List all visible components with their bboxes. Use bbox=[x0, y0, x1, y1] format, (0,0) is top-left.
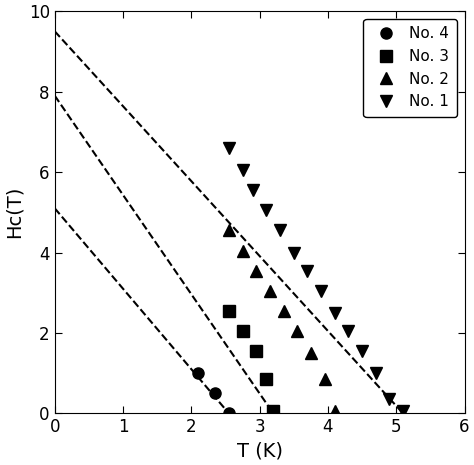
No. 1 bbox=[240, 167, 246, 173]
No. 1 bbox=[305, 268, 310, 273]
No. 3 bbox=[226, 308, 232, 313]
No. 2 bbox=[254, 268, 259, 273]
No. 1 bbox=[359, 348, 365, 354]
No. 3 bbox=[271, 409, 276, 414]
No. 1 bbox=[346, 328, 351, 334]
No. 1 bbox=[226, 145, 232, 151]
No. 2 bbox=[322, 377, 328, 382]
Y-axis label: Hc(T): Hc(T) bbox=[4, 186, 23, 239]
Legend: No. 4, No. 3, No. 2, No. 1: No. 4, No. 3, No. 2, No. 1 bbox=[364, 19, 457, 117]
No. 1 bbox=[277, 227, 283, 233]
No. 4 bbox=[195, 371, 201, 376]
No. 3 bbox=[254, 348, 259, 354]
No. 1 bbox=[387, 397, 392, 402]
Line: No. 4: No. 4 bbox=[192, 368, 235, 419]
No. 2 bbox=[267, 288, 273, 293]
No. 1 bbox=[332, 310, 337, 316]
No. 2 bbox=[281, 308, 286, 313]
Line: No. 1: No. 1 bbox=[223, 142, 409, 417]
No. 4 bbox=[226, 411, 232, 416]
No. 2 bbox=[226, 227, 232, 233]
No. 2 bbox=[240, 248, 246, 253]
No. 1 bbox=[264, 207, 269, 213]
No. 4 bbox=[212, 391, 218, 396]
Line: No. 2: No. 2 bbox=[223, 225, 340, 417]
No. 2 bbox=[332, 409, 337, 414]
No. 3 bbox=[264, 377, 269, 382]
No. 3 bbox=[240, 328, 246, 334]
No. 2 bbox=[294, 328, 300, 334]
No. 1 bbox=[400, 409, 406, 414]
No. 1 bbox=[373, 371, 379, 376]
No. 1 bbox=[250, 187, 255, 193]
Line: No. 3: No. 3 bbox=[223, 306, 279, 417]
No. 2 bbox=[308, 350, 314, 356]
No. 1 bbox=[291, 250, 297, 255]
No. 1 bbox=[318, 288, 324, 293]
X-axis label: T (K): T (K) bbox=[237, 442, 283, 461]
